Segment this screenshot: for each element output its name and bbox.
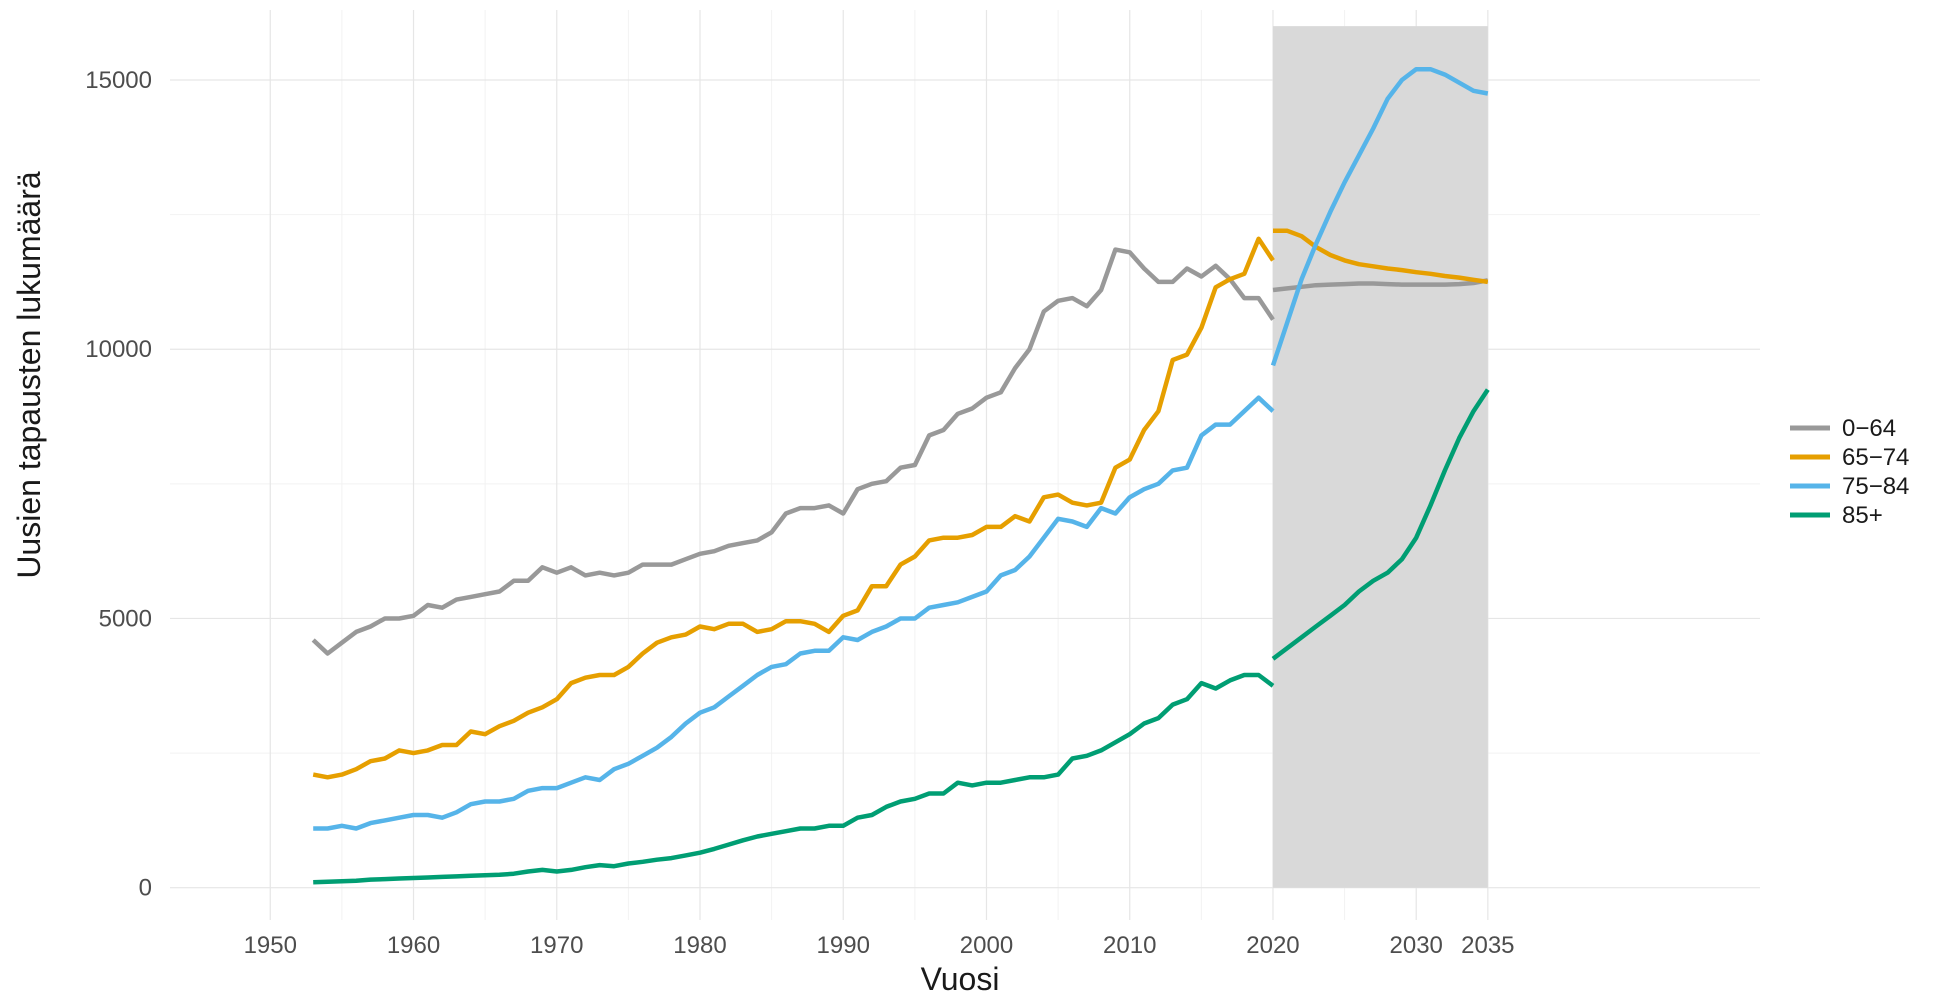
series-line-7 — [1270, 66, 1489, 367]
y-axis-ticks: 0 5000 10000 15000 — [85, 67, 152, 902]
series-line-1 — [311, 247, 1275, 656]
legend-label: 65−74 — [1842, 444, 1909, 471]
legend-label: 85+ — [1842, 502, 1883, 529]
legend-label: 0−64 — [1842, 415, 1896, 442]
y-tick-label: 0 — [139, 875, 152, 902]
series-line-8 — [1271, 388, 1490, 661]
x-tick-label: 1990 — [817, 932, 870, 959]
series-line-4 — [313, 672, 1275, 885]
series-line-3 — [313, 395, 1275, 831]
x-tick-label: 2020 — [1246, 932, 1299, 959]
series-line-5 — [1272, 278, 1489, 293]
legend-label: 75−84 — [1842, 473, 1909, 500]
forecast-region — [1272, 26, 1488, 888]
y-tick-label: 5000 — [99, 605, 152, 632]
x-tick-label: 1950 — [244, 932, 297, 959]
major-grid — [170, 10, 1760, 920]
x-axis-title: Vuosi — [921, 961, 1000, 997]
x-tick-label: 2010 — [1103, 932, 1156, 959]
series-layer — [311, 66, 1490, 885]
x-tick-label: 1960 — [387, 932, 440, 959]
y-tick-label: 15000 — [85, 67, 152, 94]
x-tick-label: 1980 — [673, 932, 726, 959]
x-tick-label: 2030 — [1390, 932, 1443, 959]
x-tick-label: 2000 — [960, 932, 1013, 959]
x-tick-label: 1970 — [530, 932, 583, 959]
series-line-6 — [1273, 228, 1489, 285]
y-tick-label: 10000 — [85, 336, 152, 363]
y-axis-title: Uusien tapausten lukumäärä — [11, 171, 47, 579]
x-tick-label: 2035 — [1461, 932, 1514, 959]
series-line-2 — [312, 236, 1275, 780]
x-axis-ticks: 1950 1960 1970 1980 1990 2000 2010 2020 2030 2035 — [244, 932, 1515, 959]
